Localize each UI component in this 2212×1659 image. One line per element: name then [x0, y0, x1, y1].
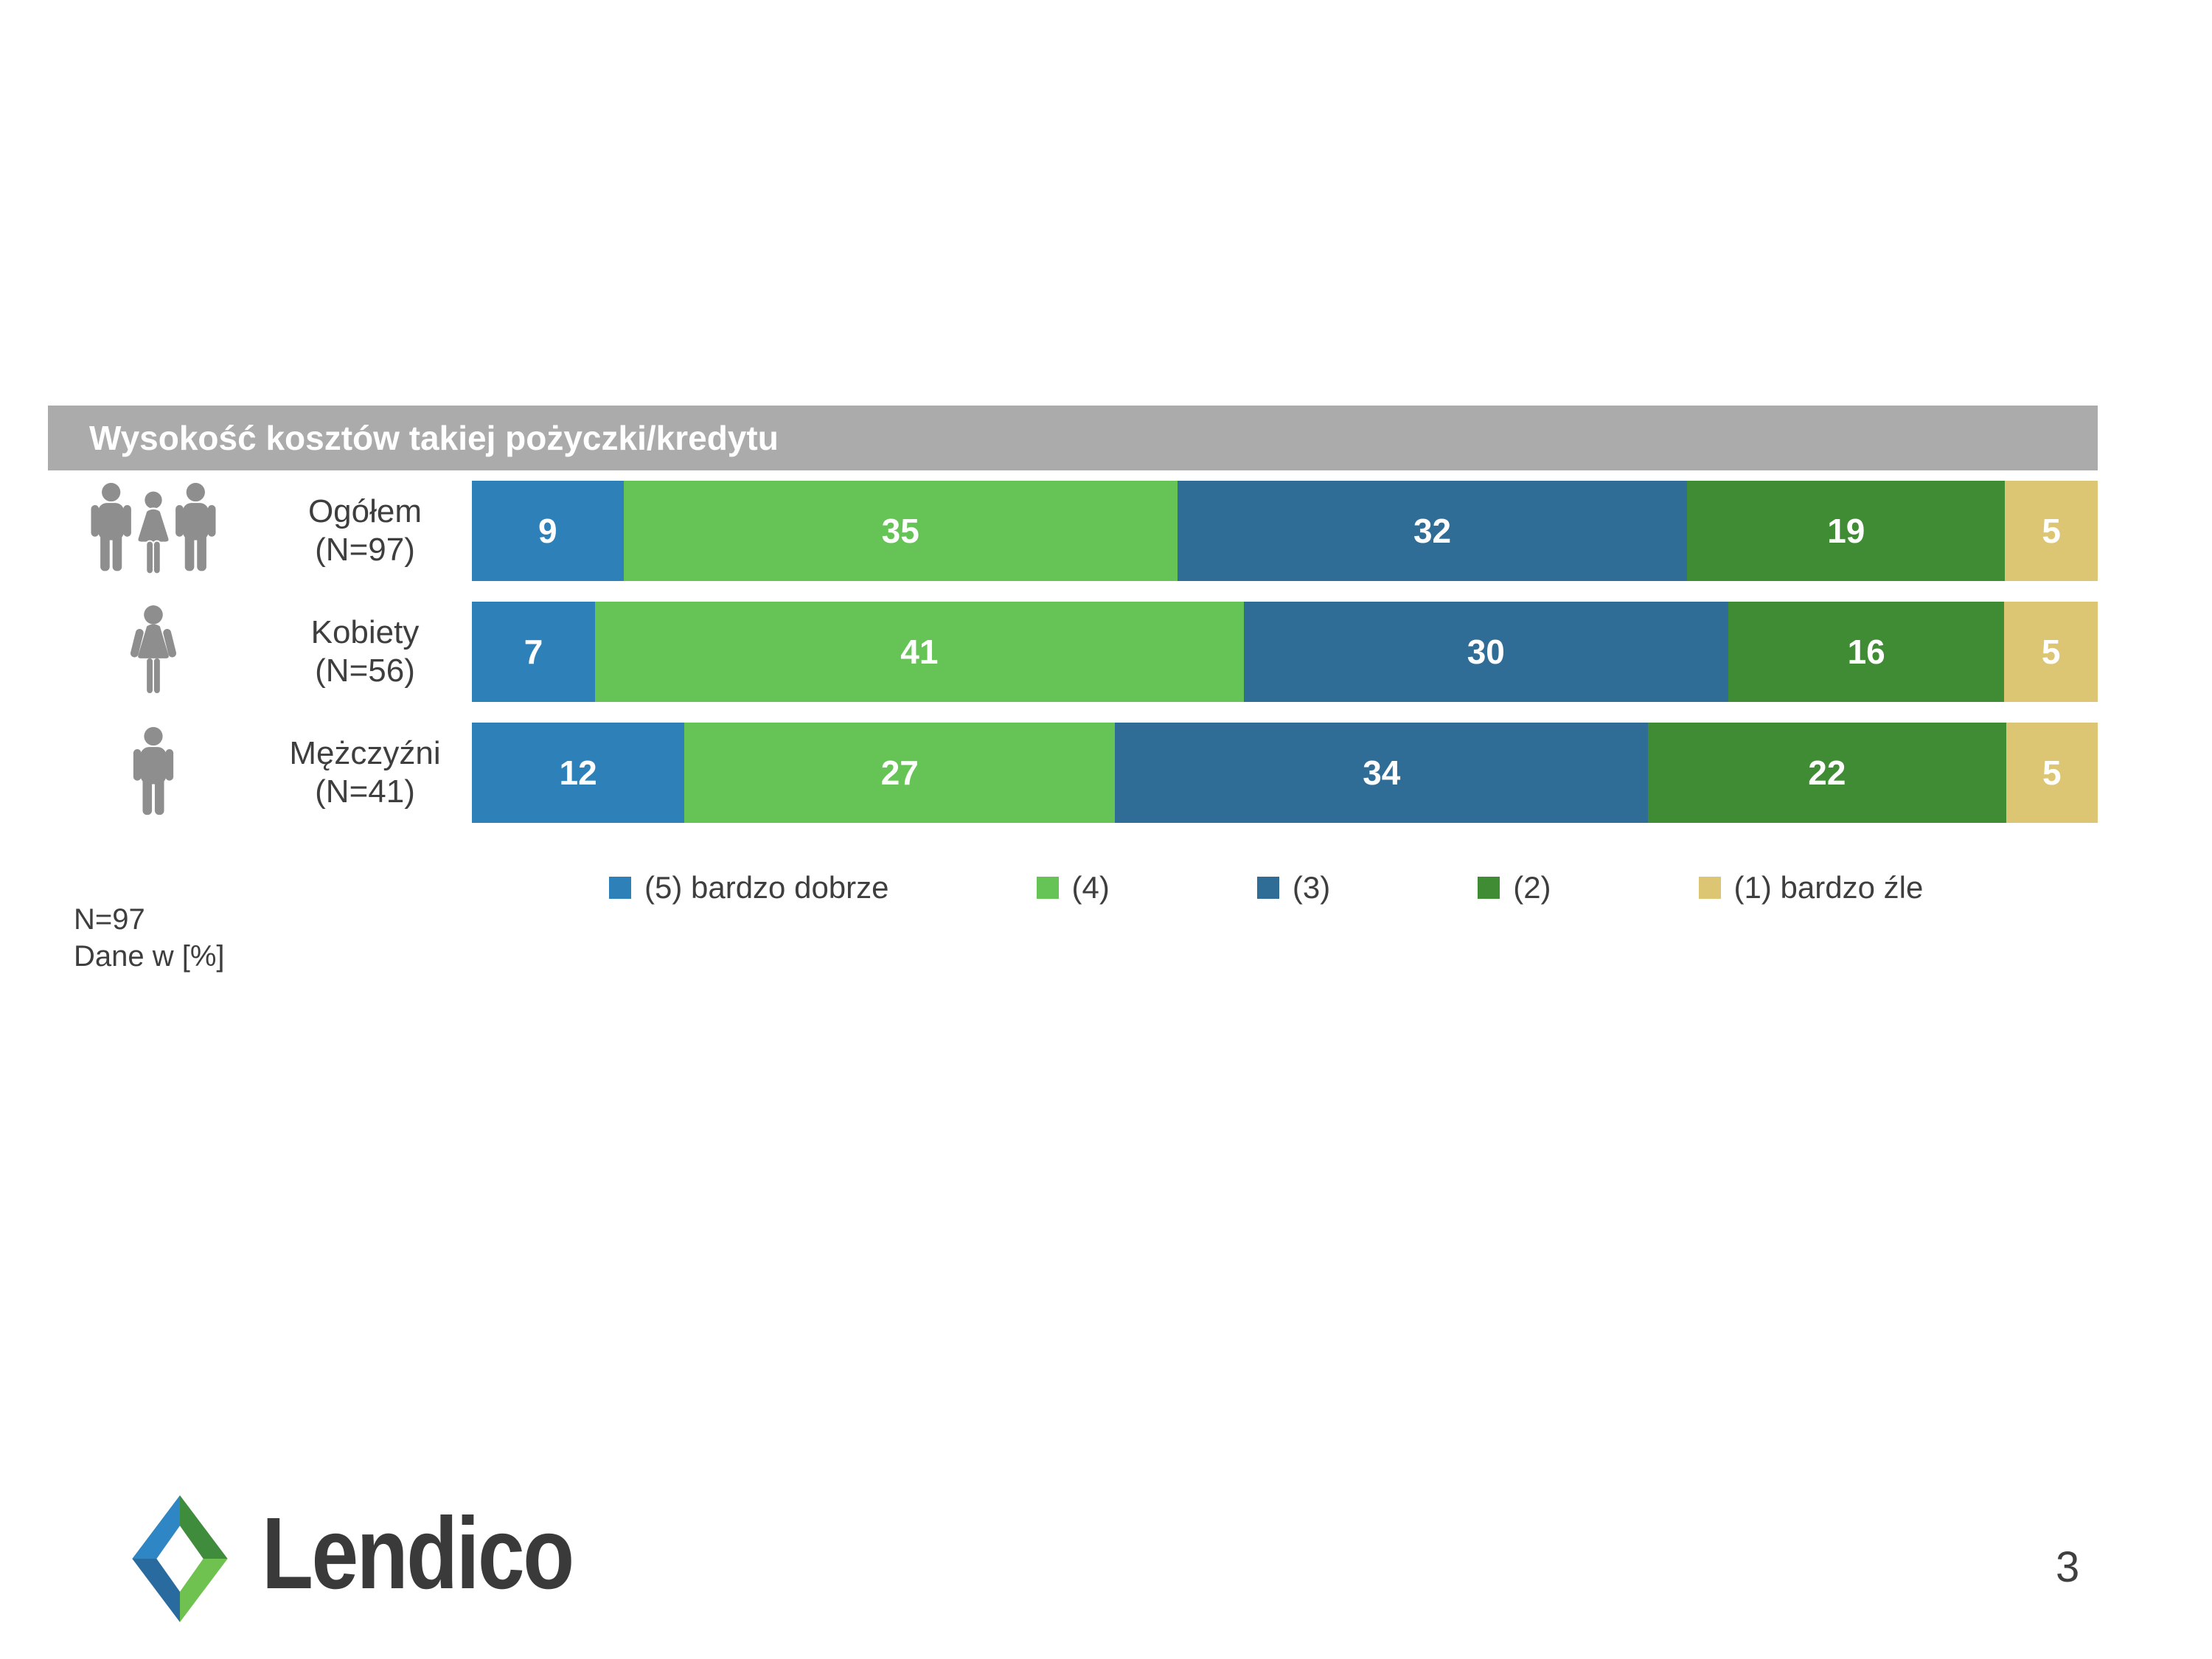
legend-label: (5) bardzo dobrze: [644, 870, 889, 905]
row-label-mezczyzni: Mężczyźni (N=41): [258, 723, 472, 823]
bar-segment: 5: [2005, 481, 2098, 581]
bar-segment: 19: [1687, 481, 2006, 581]
row-label-kobiety: Kobiety (N=56): [258, 602, 472, 702]
stacked-bar-mezczyzni: 12 27 34 22 5: [472, 723, 2098, 823]
legend-label: (2): [1513, 870, 1551, 905]
man-icon: [48, 723, 258, 823]
bar-segment: 30: [1243, 602, 1728, 702]
legend-label: (3): [1292, 870, 1331, 905]
legend-swatch: [609, 877, 631, 899]
row-sublabel: (N=56): [315, 653, 415, 689]
bar-segment: 5: [2004, 602, 2098, 702]
section-title-bar: Wysokość kosztów takiej pożyczki/kredytu: [48, 406, 2098, 470]
bar-row-ogolem: Ogółem (N=97) 9 35 32 19 5: [48, 481, 2098, 581]
row-sublabel: (N=41): [315, 773, 415, 810]
legend-swatch: [1478, 877, 1500, 899]
legend-item: (1) bardzo źle: [1698, 870, 1924, 905]
bar-row-mezczyzni: Mężczyźni (N=41) 12 27 34 22 5: [48, 723, 2098, 823]
stacked-bar-ogolem: 9 35 32 19 5: [472, 481, 2098, 581]
row-label: Mężczyźni: [289, 735, 441, 772]
legend-swatch: [1256, 877, 1279, 899]
lendico-logo: Lendico: [129, 1495, 636, 1622]
bar-segment: 27: [684, 723, 1116, 823]
chart-legend: (5) bardzo dobrze (4) (3) (2) (1) bardzo źle: [609, 870, 1923, 905]
footnote: N=97 Dane w [%]: [74, 901, 225, 975]
legend-swatch: [1698, 877, 1721, 899]
bar-segment: 12: [472, 723, 685, 823]
legend-item: (2): [1478, 870, 1551, 905]
bar-segment: 35: [623, 481, 1178, 581]
bar-segment: 41: [595, 602, 1244, 702]
lendico-logo-icon: [132, 1495, 228, 1622]
row-label: Ogółem: [307, 493, 422, 530]
bar-segment: 16: [1728, 602, 2005, 702]
bar-segment: 22: [1648, 723, 2006, 823]
legend-item: (3): [1256, 870, 1331, 905]
bar-segment: 32: [1177, 481, 1688, 581]
legend-item: (4): [1036, 870, 1110, 905]
bar-segment: 7: [472, 602, 596, 702]
page-number: 3: [2056, 1543, 2080, 1591]
legend-label: (4): [1071, 870, 1110, 905]
stacked-bar-kobiety: 7 41 30 16 5: [472, 602, 2098, 702]
section-title-text: Wysokość kosztów takiej pożyczki/kredytu: [89, 419, 779, 457]
bar-segment: 5: [2006, 723, 2098, 823]
people-group-icon: [48, 481, 258, 581]
row-sublabel: (N=97): [315, 532, 415, 568]
bar-segment: 9: [472, 481, 624, 581]
bar-row-kobiety: Kobiety (N=56) 7 41 30 16 5: [48, 602, 2098, 702]
data-unit-note: Dane w [%]: [74, 940, 225, 973]
lendico-logo-text: Lendico: [262, 1497, 574, 1610]
row-label: Kobiety: [310, 614, 420, 651]
row-label-ogolem: Ogółem (N=97): [258, 481, 472, 581]
legend-item: (5) bardzo dobrze: [609, 870, 889, 905]
legend-swatch: [1036, 877, 1059, 899]
bar-segment: 34: [1115, 723, 1649, 823]
sample-size-note: N=97: [74, 903, 145, 936]
legend-label: (1) bardzo źle: [1733, 870, 1924, 905]
woman-icon: [48, 602, 258, 702]
